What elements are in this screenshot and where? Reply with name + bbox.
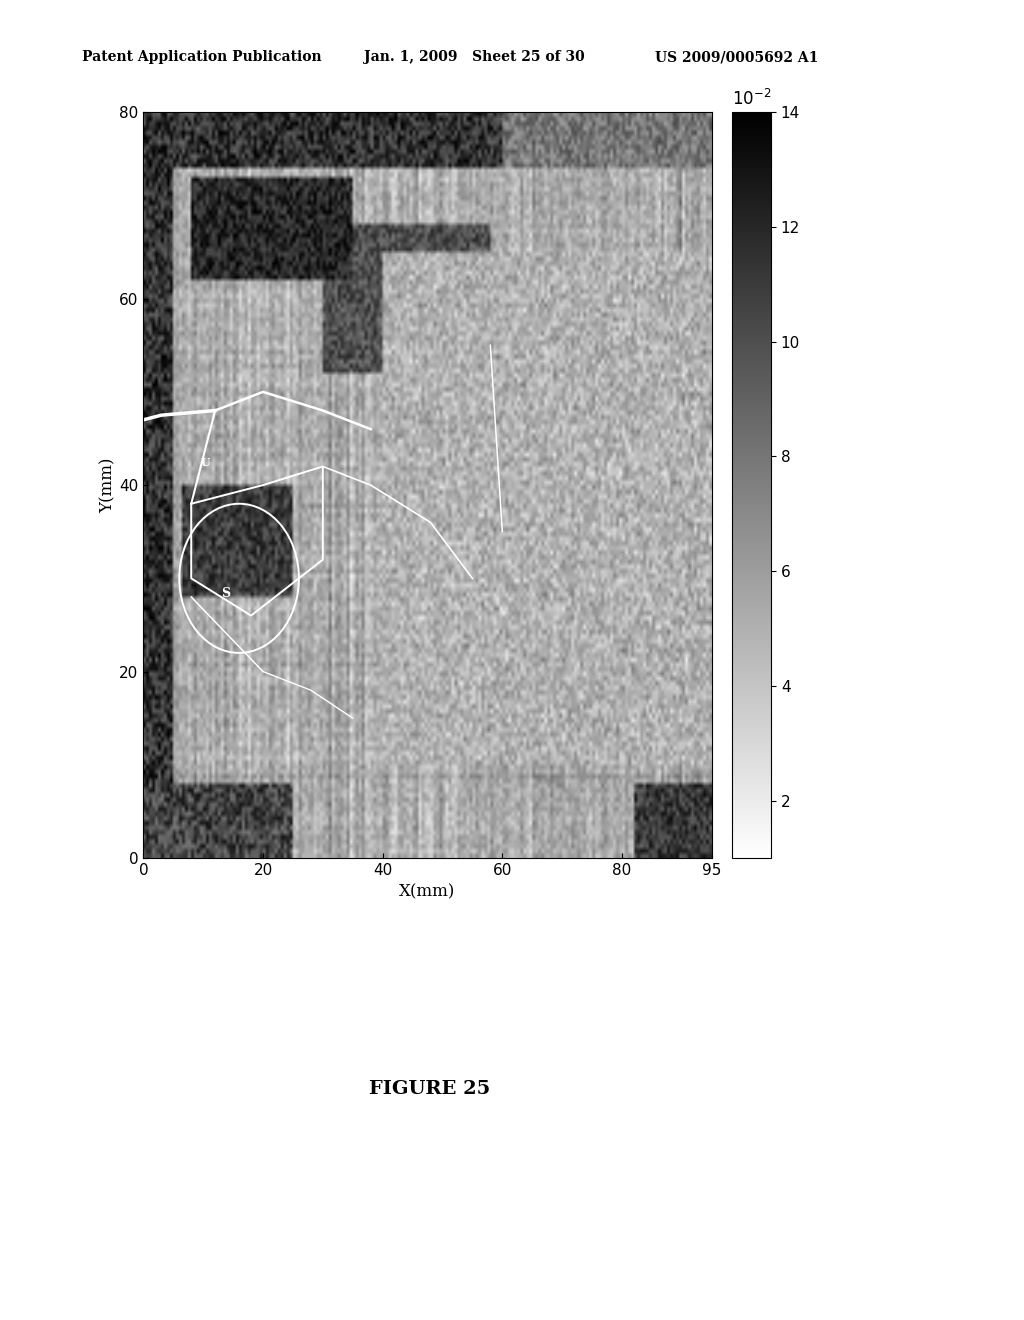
Text: S: S [221,587,230,601]
Y-axis label: Y(mm): Y(mm) [99,457,117,513]
Text: US 2009/0005692 A1: US 2009/0005692 A1 [655,50,819,65]
Text: U: U [201,458,210,469]
X-axis label: X(mm): X(mm) [399,883,456,900]
Title: $10^{-2}$: $10^{-2}$ [732,90,771,110]
Text: Patent Application Publication: Patent Application Publication [82,50,322,65]
Text: Jan. 1, 2009   Sheet 25 of 30: Jan. 1, 2009 Sheet 25 of 30 [364,50,585,65]
Text: FIGURE 25: FIGURE 25 [370,1080,490,1098]
